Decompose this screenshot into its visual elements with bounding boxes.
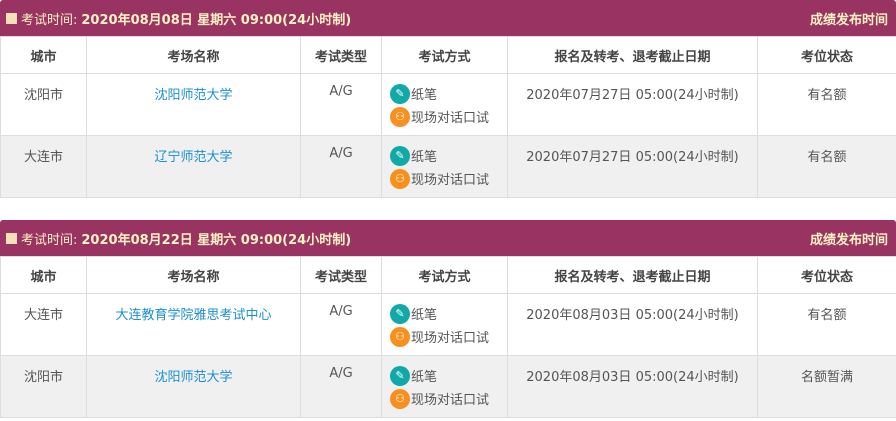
city: 沈阳市 <box>0 73 87 136</box>
method-written: 纸笔 <box>411 88 438 103</box>
exam-session: 考试时间: 2020年08月08日 星期六 09:00(24小时制) 成绩发布时间 … <box>0 0 896 198</box>
deadline: 2020年07月27日 05:00(24小时制) <box>507 135 758 198</box>
exam-type: A/G <box>300 355 382 418</box>
venue-link[interactable]: 大连教育学院雅思考试中心 <box>115 308 272 323</box>
column-header: 报名及转考、退考截止日期 <box>507 256 758 294</box>
pencil-icon: ✎ <box>390 145 410 166</box>
city: 大连市 <box>0 135 87 198</box>
people-icon: ⚇ <box>390 106 410 127</box>
venue-link[interactable]: 沈阳师范大学 <box>154 88 233 103</box>
column-header: 城市 <box>0 256 87 294</box>
table-row: 沈阳市 沈阳师范大学 A/G ✎ 纸笔 ⚇ 现场对话口试 2020年08月03日 0… <box>0 355 896 418</box>
pencil-icon: ✎ <box>390 365 410 386</box>
column-header: 考试类型 <box>300 256 382 294</box>
session-header: 考试时间: 2020年08月22日 星期六 09:00(24小时制) 成绩发布时间 <box>0 220 896 256</box>
venue-link[interactable]: 沈阳师范大学 <box>154 370 233 385</box>
column-header: 考试方式 <box>381 256 508 294</box>
table-row: 沈阳市 沈阳师范大学 A/G ✎ 纸笔 ⚇ 现场对话口试 2020年07月27日 0… <box>0 73 896 136</box>
column-header: 考位状态 <box>757 36 896 74</box>
pencil-icon: ✎ <box>390 303 410 324</box>
column-header: 城市 <box>0 36 87 74</box>
session-table: 城市 考场名称 考试类型 考试方式 报名及转考、退考截止日期 考位状态 大连市 大连教育学… <box>0 256 896 418</box>
method-speaking: 现场对话口试 <box>411 393 490 408</box>
people-icon: ⚇ <box>390 168 410 189</box>
seat-status: 有名额 <box>757 293 896 356</box>
result-time-label: 成绩发布时间 <box>809 12 888 28</box>
method-speaking: 现场对话口试 <box>411 331 490 346</box>
venue-link[interactable]: 辽宁师范大学 <box>154 150 233 165</box>
deadline: 2020年08月03日 05:00(24小时制) <box>507 355 758 418</box>
column-header: 考试方式 <box>381 36 508 74</box>
exam-date: 2020年08月22日 星期六 09:00(24小时制) <box>81 232 352 248</box>
column-header: 报名及转考、退考截止日期 <box>507 36 758 74</box>
method-written: 纸笔 <box>411 308 438 323</box>
exam-session: 考试时间: 2020年08月22日 星期六 09:00(24小时制) 成绩发布时间 … <box>0 220 896 418</box>
deadline: 2020年07月27日 05:00(24小时制) <box>507 73 758 136</box>
calendar-icon <box>6 12 17 24</box>
deadline: 2020年08月03日 05:00(24小时制) <box>507 293 758 356</box>
exam-type: A/G <box>300 73 382 136</box>
pencil-icon: ✎ <box>390 83 410 104</box>
calendar-icon <box>6 232 17 244</box>
seat-status: 名额暂满 <box>757 355 896 418</box>
people-icon: ⚇ <box>390 326 410 347</box>
column-header: 考场名称 <box>86 36 301 74</box>
column-header: 考场名称 <box>86 256 301 294</box>
method-written: 纸笔 <box>411 370 438 385</box>
column-header: 考位状态 <box>757 256 896 294</box>
column-header: 考试类型 <box>300 36 382 74</box>
session-table: 城市 考场名称 考试类型 考试方式 报名及转考、退考截止日期 考位状态 沈阳市 沈阳师范大… <box>0 36 896 198</box>
method-speaking: 现场对话口试 <box>411 111 490 126</box>
table-row: 大连市 大连教育学院雅思考试中心 A/G ✎ 纸笔 ⚇ 现场对话口试 2020年08… <box>0 293 896 356</box>
method-written: 纸笔 <box>411 150 438 165</box>
exam-date: 2020年08月08日 星期六 09:00(24小时制) <box>81 12 352 28</box>
result-time-label: 成绩发布时间 <box>809 232 888 248</box>
people-icon: ⚇ <box>390 388 410 409</box>
exam-type: A/G <box>300 293 382 356</box>
session-header: 考试时间: 2020年08月08日 星期六 09:00(24小时制) 成绩发布时间 <box>0 0 896 36</box>
seat-status: 有名额 <box>757 135 896 198</box>
table-row: 大连市 辽宁师范大学 A/G ✎ 纸笔 ⚇ 现场对话口试 2020年07月27日 0… <box>0 135 896 198</box>
city: 沈阳市 <box>0 355 87 418</box>
seat-status: 有名额 <box>757 73 896 136</box>
exam-type: A/G <box>300 135 382 198</box>
city: 大连市 <box>0 293 87 356</box>
method-speaking: 现场对话口试 <box>411 173 490 188</box>
